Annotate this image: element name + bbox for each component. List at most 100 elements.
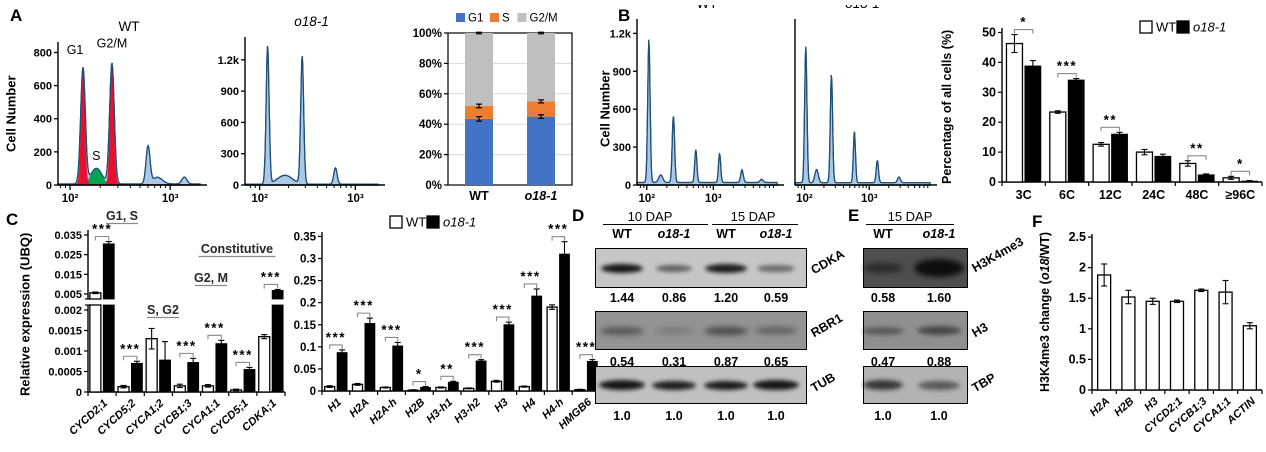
panel-label-a: A	[10, 6, 23, 25]
blot-band	[652, 380, 696, 390]
y-tick-label: 900	[221, 86, 239, 98]
y-tick-label: 1.2k	[610, 28, 632, 40]
blot-band	[757, 264, 795, 272]
significance-stars: ***	[576, 340, 596, 355]
y-tick-label: 20%	[419, 150, 442, 162]
significance-stars: **	[440, 361, 454, 376]
x-category-label: H2A	[1088, 395, 1112, 419]
x-category-label: 12C	[1099, 188, 1122, 202]
y-tick-label: 0	[989, 175, 996, 189]
legend-label: S	[502, 13, 510, 25]
y-tick-label: 0	[233, 180, 239, 192]
x-category-label: H3	[1142, 395, 1160, 413]
x-category-label: H3	[492, 396, 510, 414]
blot-band	[656, 264, 692, 272]
panel-label-d: D	[572, 206, 585, 225]
blot-box-RBR1	[595, 311, 807, 350]
x-category-label: 24C	[1142, 188, 1165, 202]
bar-WT-24C	[1135, 151, 1154, 183]
chart-svg-C_right: 00.050.10.150.20.250.30.35***H1***H2A***…	[294, 215, 601, 432]
y-tick-label: 0.5	[1069, 352, 1086, 366]
blot-quantification-value: 0.59	[763, 291, 789, 305]
bar-o18-1-3C	[1024, 65, 1042, 183]
stacked-segment-S	[465, 105, 493, 119]
x-tick-label: 10²	[796, 193, 813, 205]
phase-annotation: G2, M	[194, 271, 228, 285]
y-tick-label: 0	[1079, 383, 1086, 397]
bar-o18-1-H2A-h	[392, 345, 404, 392]
chart-title: o18-1	[294, 14, 329, 29]
panel-label-c: C	[6, 210, 19, 229]
f-ylabel-post: /WT)	[1038, 231, 1052, 259]
phase-annotation: S, G2	[147, 303, 179, 317]
y-tick-label: 2.5	[1069, 230, 1086, 244]
blot-quantification-value: 1.0	[767, 409, 785, 423]
bar-o18-1-CYCD5;2	[131, 362, 143, 393]
y-tick-label: 600	[613, 104, 631, 116]
blot-lane-label: WT	[716, 227, 736, 241]
significance-stars: ***	[548, 222, 568, 237]
blot-protein-label-H3K4me3: H3K4me3	[969, 234, 1026, 276]
bar-o18-1-12C	[1111, 133, 1128, 183]
y-tick-label: 50	[982, 25, 996, 39]
bar-WT-H4-h	[546, 306, 558, 392]
panel-label-b: B	[618, 6, 631, 25]
blot-quantification-value: 0.54	[609, 355, 635, 369]
blot-quantification-value: 1.0	[613, 409, 631, 423]
bar-WT-CDKA;1	[258, 335, 271, 393]
y-tick-label: 400	[34, 114, 52, 126]
blot-band	[917, 326, 961, 335]
panel-b-ploidy-bar-chart: 0 10 20 30 40 50 * 3C *** 6C ** 12C 24C ** 48C * ≥96C WT o…	[955, 5, 1266, 212]
blot-band	[654, 327, 694, 334]
x-category-label: H3-h2	[452, 396, 483, 425]
blot-band	[704, 326, 748, 335]
y-tick-label: 10	[982, 145, 996, 159]
panel-e-western-blot: 15 DAP WT o18-1 0.58 1.60 H3K4me3 0.47 0.88 H3 1.…	[845, 205, 1035, 452]
x-category-label: H2A-h	[367, 396, 399, 427]
curve-annotation: G1	[67, 43, 84, 57]
bar-WT-6C	[1049, 111, 1067, 183]
y-tick-label: 600	[34, 81, 52, 93]
chart-svg-B_wt_flow: 0 300 600 900 1.2k 10² 10³ WT	[610, 0, 784, 205]
y-tick-label: 0	[310, 386, 316, 398]
y-tick-label: 0.25	[294, 276, 317, 288]
x-category-label: 48C	[1186, 188, 1209, 202]
blot-quantification-value: 1.0	[874, 409, 892, 423]
y-tick-label: 0.0015	[48, 326, 82, 338]
significance-stars: ***	[233, 347, 253, 362]
y-tick-label: 1	[1079, 322, 1086, 336]
y-tick-label: 0.002	[54, 305, 82, 317]
x-category-label: H2B	[1112, 395, 1136, 419]
y-tick-label: 30	[982, 85, 996, 99]
y-tick-label: 80%	[419, 58, 442, 70]
y-tick-label: 200	[34, 147, 52, 159]
chart-svg-B_o18_flow: 10² 10³ o18-1	[794, 0, 937, 205]
blot-quantification-value: 1.44	[609, 291, 635, 305]
bar-o18-1-CYCA1;1	[215, 343, 228, 393]
y-tick-label: 600	[221, 117, 239, 129]
panel-a-o18-histogram: 0 300 600 900 1.2k 10² 10³ o18-1	[210, 5, 388, 205]
stacked-segment-S	[527, 101, 555, 117]
significance-stars: ***	[354, 298, 374, 313]
x-category-label: 6C	[1059, 188, 1075, 202]
bar-o18-1-CDKA;1	[271, 304, 284, 393]
x-tick-label: 10²	[638, 193, 655, 205]
blot-protein-label-RBR1: RBR1	[808, 310, 845, 341]
panel-label-f: F	[1032, 212, 1043, 231]
y-axis-label-relative-expression: Relative expression (UBQ)	[17, 232, 33, 396]
flow-curve	[58, 69, 200, 185]
chart-svg-C_left: 0.005 0.015 0.025 0.035 0 0.0005 0.001 0.0015 0.…	[48, 209, 286, 438]
x-tick-label: 10²	[251, 193, 268, 205]
blot-quantification-value: 1.60	[926, 291, 952, 305]
bar-o18-1-24C	[1154, 155, 1172, 183]
blot-band	[753, 380, 799, 390]
y-tick-label: 900	[613, 66, 631, 78]
bar-o18/WT-H2B	[1121, 296, 1136, 391]
x-category-label: H1	[325, 396, 343, 414]
bar-o18-1-6C	[1067, 79, 1085, 183]
blot-quantification-value: 0.86	[661, 291, 687, 305]
x-tick-label: 10²	[62, 193, 79, 205]
y-tick-label: 0.1	[300, 342, 317, 354]
blot-quantification-value: 1.0	[717, 409, 735, 423]
significance-stars: **	[1104, 112, 1118, 127]
